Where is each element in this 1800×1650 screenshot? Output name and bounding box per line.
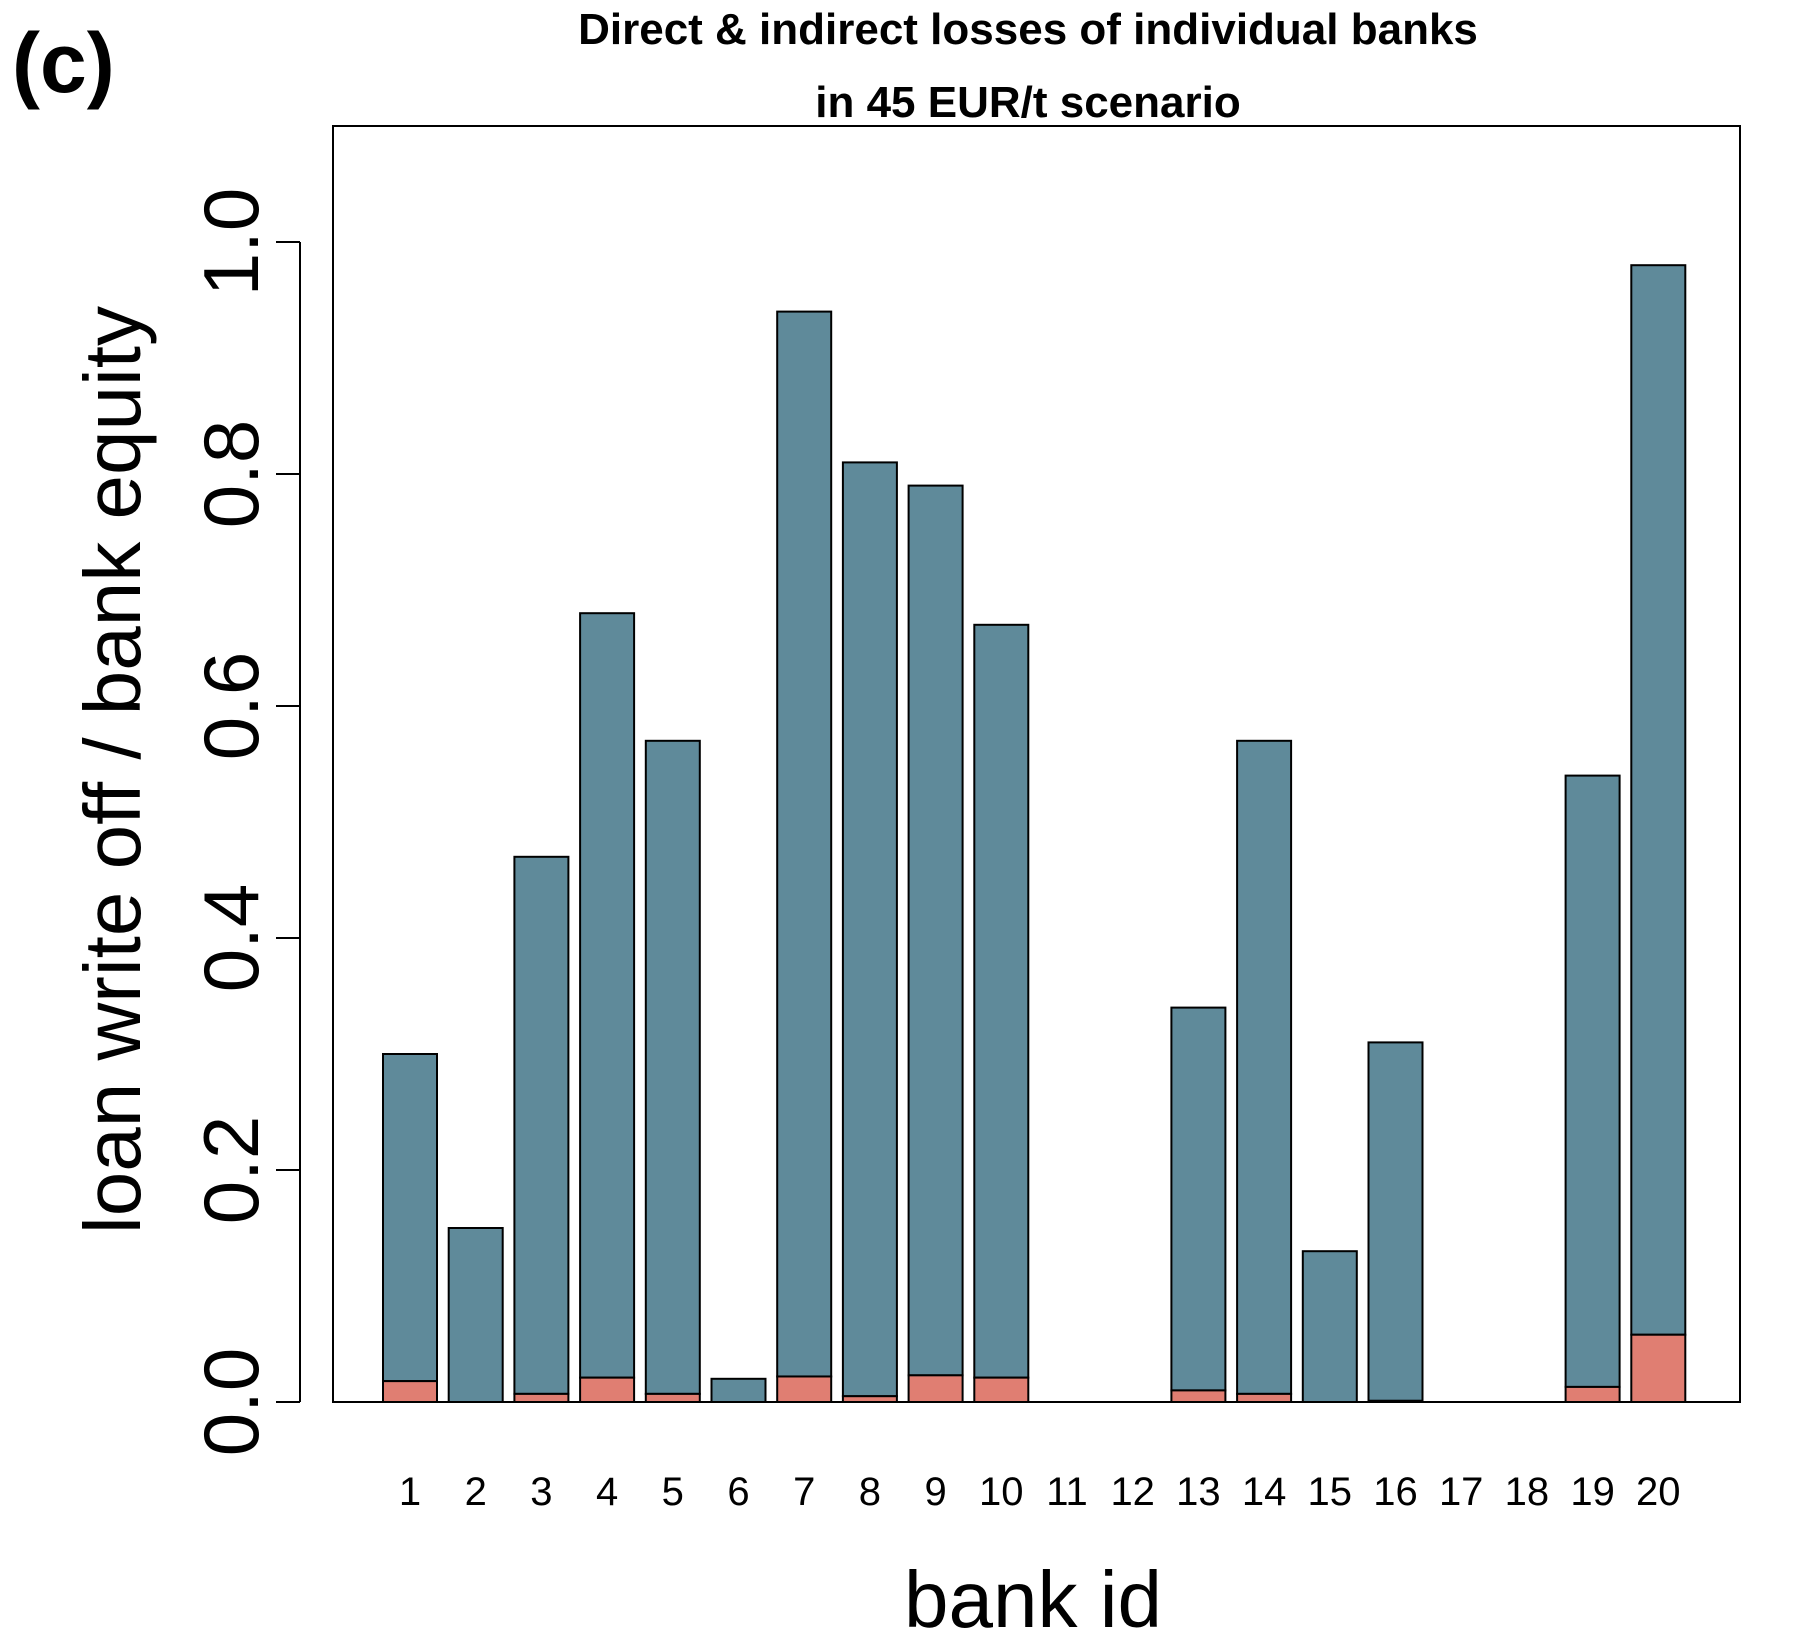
bar-upper-segment (382, 1053, 438, 1383)
bar-lower-segment (973, 1376, 1030, 1404)
bar-lower-segment (1367, 1399, 1424, 1403)
y-tick-label: 1.0 (187, 188, 275, 296)
y-axis-label: loan write off / bank equity (68, 306, 157, 1234)
bar-lower-segment (513, 1392, 570, 1404)
x-tick-label: 5 (662, 1470, 684, 1514)
bar-upper-segment (841, 461, 898, 1398)
x-tick-label: 20 (1636, 1470, 1681, 1514)
x-tick-label: 15 (1308, 1470, 1353, 1514)
x-axis-label: bank id (904, 1555, 1162, 1644)
bar-upper-segment (907, 484, 964, 1377)
x-tick-label: 1 (399, 1470, 421, 1514)
bar-lower-segment (776, 1375, 833, 1403)
x-tick-label: 13 (1176, 1470, 1221, 1514)
x-tick-label: 2 (465, 1470, 487, 1514)
plot-frame (332, 125, 1741, 1403)
bar-upper-segment (644, 739, 701, 1395)
y-tick-label: 0.8 (187, 420, 275, 528)
y-axis-ticks: 0.0 0.2 0.4 0.6 0.8 1.0 (187, 188, 300, 1456)
bar-upper-segment (513, 855, 570, 1395)
bar-lower-segment (1630, 1333, 1687, 1403)
bar-upper-segment (579, 612, 636, 1379)
bar-upper-segment (1301, 1250, 1358, 1403)
bar-lower-segment (907, 1374, 964, 1403)
bar-lower-segment (1236, 1392, 1293, 1404)
bar-lower-segment (1564, 1385, 1621, 1404)
bar-lower-segment (579, 1376, 636, 1404)
x-tick-label: 7 (793, 1470, 815, 1514)
chart-title: Direct & indirect losses of individual b… (578, 5, 1478, 54)
x-tick-label: 3 (530, 1470, 552, 1514)
bar-upper-segment (1236, 739, 1293, 1395)
bar-upper-segment (776, 310, 833, 1378)
bar-upper-segment (1564, 774, 1621, 1388)
y-tick-label: 0.4 (187, 884, 275, 992)
bar-lower-segment (382, 1380, 438, 1403)
x-tick-label: 9 (924, 1470, 946, 1514)
x-tick-label: 14 (1242, 1470, 1287, 1514)
bar-upper-segment (447, 1227, 504, 1403)
x-tick-label: 16 (1373, 1470, 1418, 1514)
x-tick-label: 12 (1110, 1470, 1155, 1514)
bar-upper-segment (1367, 1041, 1424, 1402)
x-tick-label: 19 (1570, 1470, 1615, 1514)
y-tick-label: 0.0 (187, 1348, 275, 1456)
x-tick-label: 6 (727, 1470, 749, 1514)
bar-upper-segment (710, 1377, 767, 1404)
bar-lower-segment (1170, 1389, 1227, 1404)
chart-subtitle: in 45 EUR/t scenario (815, 78, 1240, 127)
y-tick-label: 0.2 (187, 1116, 275, 1224)
bars (382, 264, 1687, 1404)
panel-label: (c) (12, 16, 115, 110)
bar-lower-segment (644, 1392, 701, 1404)
x-tick-label: 10 (979, 1470, 1024, 1514)
bar-upper-segment (973, 623, 1030, 1379)
x-tick-label: 8 (859, 1470, 881, 1514)
bar-upper-segment (1630, 264, 1687, 1336)
x-tick-label: 11 (1046, 1470, 1088, 1514)
bar-upper-segment (1170, 1006, 1227, 1392)
x-tick-label: 17 (1439, 1470, 1484, 1514)
y-tick-label: 0.6 (187, 652, 275, 760)
x-tick-label: 18 (1505, 1470, 1550, 1514)
x-tick-label: 4 (596, 1470, 618, 1514)
bar-lower-segment (841, 1395, 898, 1403)
x-axis-ticks: 1 2 3 4 5 6 7 8 9 10 11 12 13 14 15 16 17 18 19 20 (399, 1470, 1681, 1514)
